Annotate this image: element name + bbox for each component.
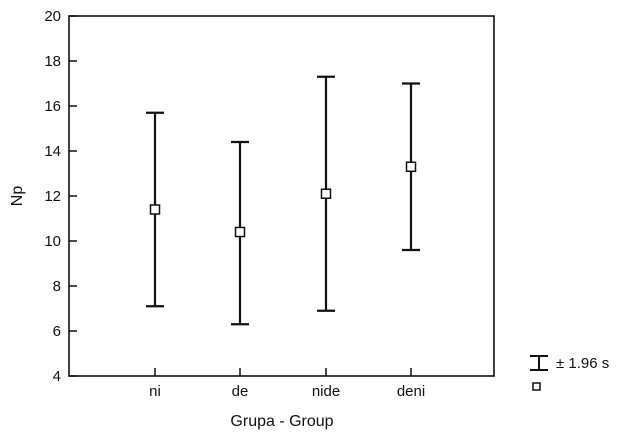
y-tick-label: 6 (53, 323, 61, 340)
y-tick-label: 16 (44, 98, 61, 115)
legend-range-label: ± 1.96 s (556, 355, 609, 372)
y-tick-label: 18 (44, 53, 61, 70)
legend: ± 1.96 s (530, 355, 609, 391)
y-tick-label: 4 (53, 368, 61, 385)
error-bar-de (231, 140, 249, 326)
y-axis-title: Np (9, 186, 26, 207)
x-tick-label: nide (312, 383, 340, 400)
x-tick-label: ni (149, 383, 161, 400)
plot-frame (68, 15, 495, 377)
mean-marker (320, 188, 332, 199)
y-tick-label: 8 (53, 278, 61, 295)
y-tick-label: 20 (44, 8, 61, 25)
y-tick-label: 10 (44, 233, 61, 250)
y-tick-label: 14 (44, 143, 61, 160)
error-bar-ni (146, 111, 164, 308)
x-axis-title: Grupa - Group (230, 413, 333, 430)
error-bar-nide (317, 75, 335, 312)
mean-marker (234, 226, 246, 238)
y-axis: 4 6 8 10 12 14 16 18 20 (44, 8, 77, 385)
error-bars (146, 75, 420, 326)
mean-marker (405, 161, 417, 172)
x-axis: ni de nide deni (149, 368, 425, 400)
x-tick-label: de (232, 383, 249, 400)
x-tick-label: deni (397, 383, 425, 400)
error-bar-deni (402, 82, 420, 252)
mean-marker (149, 204, 161, 215)
legend-range-symbol (530, 355, 548, 371)
legend-mean-symbol (532, 382, 541, 391)
y-tick-label: 12 (44, 188, 61, 205)
